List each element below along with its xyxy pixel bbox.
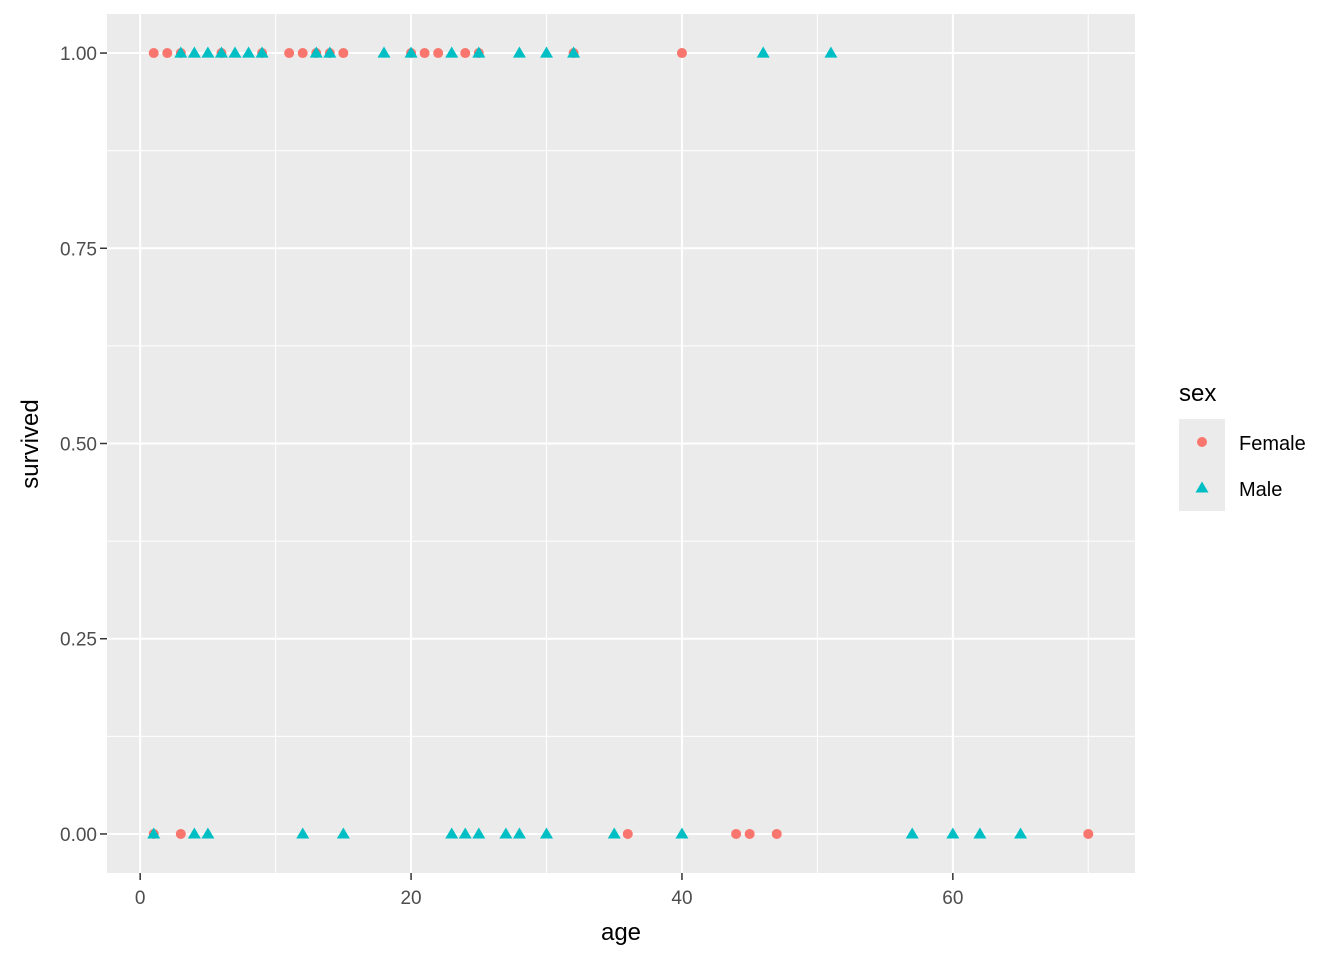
data-point-female <box>162 48 173 59</box>
data-point-male <box>458 827 472 839</box>
data-point-male <box>228 46 242 58</box>
y-tick-label: 1.00 <box>60 44 97 65</box>
data-point-male <box>187 827 201 839</box>
legend-title: sex <box>1179 380 1216 407</box>
y-tick-label: 0.50 <box>60 435 97 456</box>
data-point-female <box>338 48 349 59</box>
x-tick-label: 20 <box>400 888 421 909</box>
data-point-male <box>147 827 161 839</box>
data-point-male <box>214 46 228 58</box>
data-point-male <box>824 46 838 58</box>
data-point-male <box>404 46 418 58</box>
legend-label-male: Male <box>1239 479 1282 501</box>
data-point-female <box>175 828 186 839</box>
data-point-male <box>255 46 269 58</box>
data-point-male <box>472 827 486 839</box>
data-point-female <box>148 48 159 59</box>
y-tick-label: 0.75 <box>60 239 97 260</box>
data-point-female <box>460 48 471 59</box>
data-point-male <box>973 827 987 839</box>
legend-symbol-male <box>1195 481 1209 493</box>
data-point-female <box>771 828 782 839</box>
legend: sex Female Male <box>1179 380 1306 511</box>
data-point-male <box>309 46 323 58</box>
data-point-male <box>296 827 310 839</box>
data-point-male <box>512 827 526 839</box>
data-point-male <box>174 46 188 58</box>
data-point-male <box>201 46 215 58</box>
data-point-male <box>540 827 554 839</box>
grid-lines <box>107 14 1135 873</box>
legend-label-female: Female <box>1239 433 1306 455</box>
data-point-male <box>187 46 201 58</box>
y-axis-title: survived <box>17 399 44 488</box>
data-point-female <box>284 48 295 59</box>
data-point-female <box>622 828 633 839</box>
data-point-female <box>419 48 430 59</box>
x-tick-label: 60 <box>942 888 963 909</box>
data-point-male <box>472 46 486 58</box>
data-points <box>147 46 1094 839</box>
x-axis-title: age <box>601 919 641 946</box>
data-point-male <box>499 827 513 839</box>
data-point-female <box>676 48 687 59</box>
data-point-male <box>201 827 215 839</box>
data-point-male <box>607 827 621 839</box>
axes: 0 20 40 60 0.00 0.25 0.50 0.75 1.00 <box>60 44 963 909</box>
data-point-male <box>512 46 526 58</box>
data-point-male <box>377 46 391 58</box>
x-tick-label: 40 <box>671 888 692 909</box>
data-point-male <box>445 827 459 839</box>
data-point-male <box>756 46 770 58</box>
data-point-female <box>744 828 755 839</box>
data-point-male <box>905 827 919 839</box>
data-point-male <box>445 46 459 58</box>
data-point-female <box>297 48 308 59</box>
x-tick-label: 0 <box>135 888 146 909</box>
data-point-male <box>1014 827 1028 839</box>
legend-symbol-female <box>1197 437 1207 447</box>
y-tick-label: 0.00 <box>60 825 97 846</box>
data-point-female <box>1083 828 1094 839</box>
data-point-female <box>433 48 444 59</box>
data-point-male <box>567 46 581 58</box>
data-point-male <box>675 827 689 839</box>
data-point-male <box>323 46 337 58</box>
data-point-male <box>540 46 554 58</box>
y-tick-label: 0.25 <box>60 630 97 651</box>
data-point-male <box>946 827 960 839</box>
data-point-female <box>731 828 742 839</box>
data-point-male <box>336 827 350 839</box>
data-point-male <box>242 46 256 58</box>
